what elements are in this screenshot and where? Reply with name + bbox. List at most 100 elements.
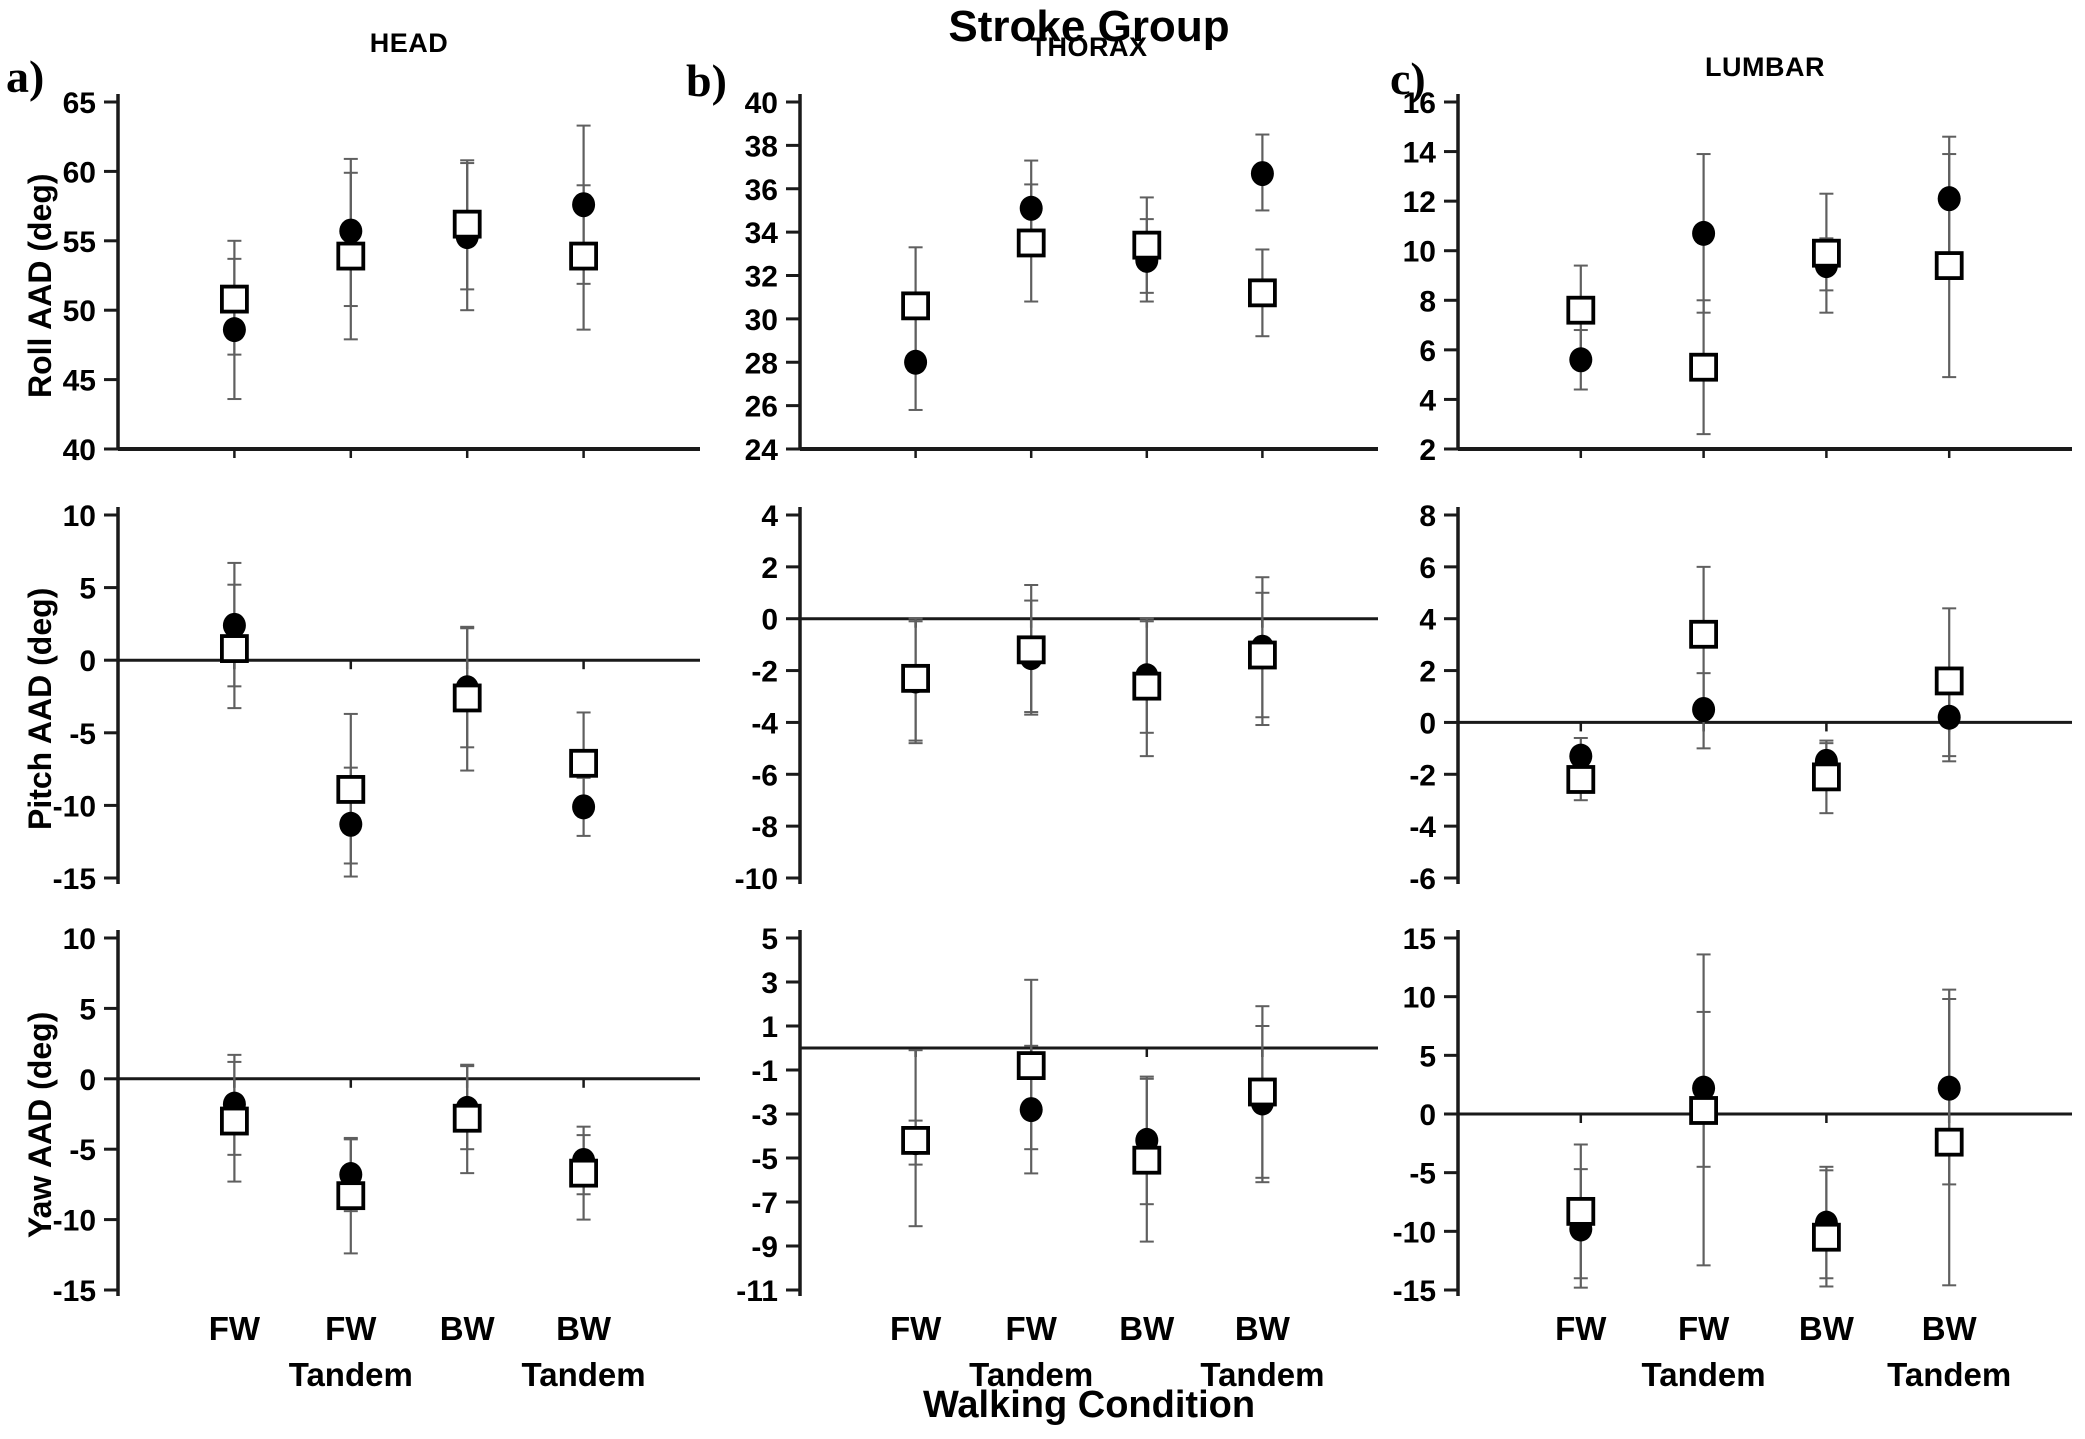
y-tick-label: 15	[1403, 923, 1436, 956]
x-tick-label: Tandem	[1200, 1356, 1324, 1393]
marker-filled-circle	[339, 218, 363, 244]
x-tick-label: FW	[1678, 1310, 1730, 1347]
x-tick-label: FW	[209, 1310, 261, 1347]
marker-filled-circle	[904, 349, 928, 375]
marker-open-square	[1566, 765, 1596, 794]
column-title-head: HEAD	[369, 28, 449, 58]
subplot-thorax-yaw: 5 3 1 -1 -3 -5 -7 -9 -11 FW FW Tandem BW BW Tandem	[736, 923, 1378, 1393]
y-tick-label: -7	[751, 1187, 778, 1220]
y-tick-label: -10	[735, 863, 778, 896]
marker-open-square	[1566, 1196, 1596, 1226]
y-tick-label: 34	[745, 217, 779, 250]
marker-open-square	[1016, 228, 1046, 258]
y-tick-label: -10	[53, 1205, 96, 1238]
marker-filled-circle	[222, 317, 246, 343]
marker-open-square	[1016, 635, 1046, 665]
marker-open-square	[1132, 1145, 1162, 1175]
panel-letter-c: c)	[1390, 53, 1426, 104]
marker-open-square	[569, 1158, 598, 1188]
y-tick-label: -6	[751, 759, 778, 792]
marker-open-square	[1812, 762, 1841, 792]
y-tick-label: 6	[1419, 335, 1436, 368]
y-tick-label: 26	[745, 391, 778, 424]
marker-filled-circle	[1569, 743, 1593, 769]
y-tick-label: -5	[751, 1143, 778, 1176]
y-tick-label: -15	[53, 1275, 96, 1308]
y-tick-label: 10	[1403, 982, 1436, 1015]
marker-filled-circle	[1250, 161, 1274, 187]
marker-filled-circle	[339, 811, 363, 837]
y-tick-label: 8	[1419, 500, 1436, 533]
marker-filled-circle	[1937, 186, 1961, 212]
marker-open-square	[901, 663, 930, 693]
x-tick-label: FW	[1555, 1310, 1607, 1347]
y-tick-label: -8	[751, 811, 778, 844]
y-tick-label: 45	[63, 365, 96, 398]
y-tick-label: 5	[1419, 1040, 1436, 1073]
marker-open-square	[569, 241, 598, 271]
y-tick-label: 60	[63, 156, 96, 189]
y-tick-label: 2	[1419, 434, 1436, 467]
y-tick-label: -4	[751, 707, 778, 740]
subplot-head-pitch: 10 5 0 -5 -10 -15	[53, 500, 700, 896]
subplot-lumbar-pitch: 8 6 4 2 0 -2 -4 -6	[1409, 500, 2072, 896]
marker-open-square	[219, 1106, 249, 1136]
y-tick-label: -10	[53, 790, 96, 823]
marker-open-square	[1132, 671, 1162, 701]
x-tick-label: BW	[1922, 1310, 1978, 1347]
y-tick-label: -5	[69, 1134, 96, 1167]
marker-open-square	[452, 683, 482, 713]
marker-filled-circle	[1937, 1075, 1961, 1101]
y-tick-label: 5	[761, 923, 778, 956]
x-tick-label: FW	[1006, 1310, 1058, 1347]
y-tick-label: 28	[745, 347, 778, 380]
figure-title: Stroke Group	[948, 2, 1230, 51]
x-tick-label: BW	[556, 1310, 612, 1347]
marker-open-square	[1689, 352, 1718, 382]
marker-filled-circle	[572, 192, 596, 218]
y-tick-label: 5	[79, 573, 96, 606]
marker-open-square	[219, 634, 249, 663]
y-tick-label: -3	[751, 1099, 778, 1132]
marker-open-square	[901, 1126, 930, 1155]
y-tick-label: 8	[1419, 285, 1436, 318]
y-tick-label: -5	[69, 718, 96, 751]
y-tick-label: -15	[1393, 1275, 1436, 1308]
y-tick-label: 10	[1403, 236, 1436, 269]
subplot-lumbar-yaw: 15 10 5 0 -5 -10 -15 FW FW Tandem BW BW Tandem	[1393, 923, 2072, 1393]
marker-open-square	[1689, 619, 1718, 649]
panel-letter-a: a)	[6, 51, 45, 102]
marker-open-square	[1934, 251, 1964, 280]
y-tick-label: 10	[63, 500, 96, 533]
marker-filled-circle	[339, 1162, 363, 1188]
x-tick-label: FW	[890, 1310, 942, 1347]
marker-filled-circle	[1692, 220, 1716, 246]
column-title-lumbar: LUMBAR	[1705, 52, 1825, 82]
y-tick-label: 10	[63, 923, 96, 956]
y-tick-label: 32	[745, 261, 778, 294]
y-tick-label: -6	[1409, 863, 1436, 896]
y-tick-label: 36	[745, 174, 778, 207]
x-axis-label: Walking Condition	[922, 1384, 1256, 1426]
y-tick-label: 0	[79, 1064, 96, 1097]
y-tick-label: 40	[745, 87, 778, 120]
panel-letter-b: b)	[686, 55, 727, 106]
y-tick-label: 55	[63, 226, 96, 259]
marker-open-square	[1248, 640, 1277, 670]
marker-open-square	[1934, 666, 1964, 696]
subplot-thorax-pitch: 4 2 0 -2 -4 -6 -8 -10	[735, 500, 1378, 896]
x-tick-label: BW	[440, 1310, 496, 1347]
y-tick-label: -10	[1393, 1216, 1436, 1249]
x-tick-label: FW	[325, 1310, 377, 1347]
marker-open-square	[1566, 295, 1596, 325]
marker-open-square	[1016, 1051, 1046, 1080]
x-tick-label: Tandem	[1642, 1356, 1766, 1393]
y-tick-label: 6	[1419, 552, 1436, 585]
marker-filled-circle	[1019, 195, 1043, 221]
y-tick-label: 4	[1419, 604, 1436, 637]
subplot-thorax-roll: 40 38 36 34 32 30 28 26 24	[745, 87, 1378, 467]
marker-open-square	[336, 241, 366, 271]
y-tick-label: 40	[63, 434, 96, 467]
